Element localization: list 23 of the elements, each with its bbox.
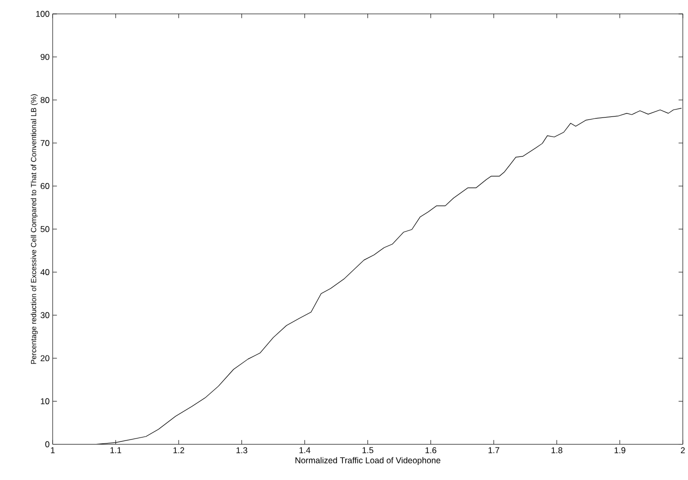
x-tick-label: 2 xyxy=(680,447,685,454)
y-tick-label: 30 xyxy=(40,312,50,318)
y-tick-label: 20 xyxy=(40,355,50,362)
x-tick-label: 1.3 xyxy=(236,447,248,454)
y-tick-label: 50 xyxy=(40,226,50,232)
y-tick-label: 80 xyxy=(40,96,50,103)
x-tick-label: 1.9 xyxy=(614,447,626,454)
x-tick-label: 1.6 xyxy=(426,447,436,454)
y-tick-label: 70 xyxy=(40,140,50,146)
x-tick-label: 1.2 xyxy=(173,447,184,454)
y-tick-label: 60 xyxy=(40,183,50,190)
y-tick-label: 0 xyxy=(45,441,50,448)
y-tick-label: 100 xyxy=(36,10,50,17)
y-tick-label: 40 xyxy=(40,269,50,276)
x-tick-label: 1 xyxy=(50,447,55,454)
x-axis-title: Normalized Traffic Load of Videophone xyxy=(296,457,440,465)
y-tick-label: 90 xyxy=(40,54,50,60)
x-tick-label: 1.1 xyxy=(110,447,122,454)
x-tick-label: 1.8 xyxy=(552,447,562,454)
y-tick-label: 10 xyxy=(40,398,50,404)
x-tick-label: 1.5 xyxy=(362,447,374,454)
x-tick-label: 1.4 xyxy=(300,447,310,454)
x-tick-label: 1.7 xyxy=(488,447,500,454)
